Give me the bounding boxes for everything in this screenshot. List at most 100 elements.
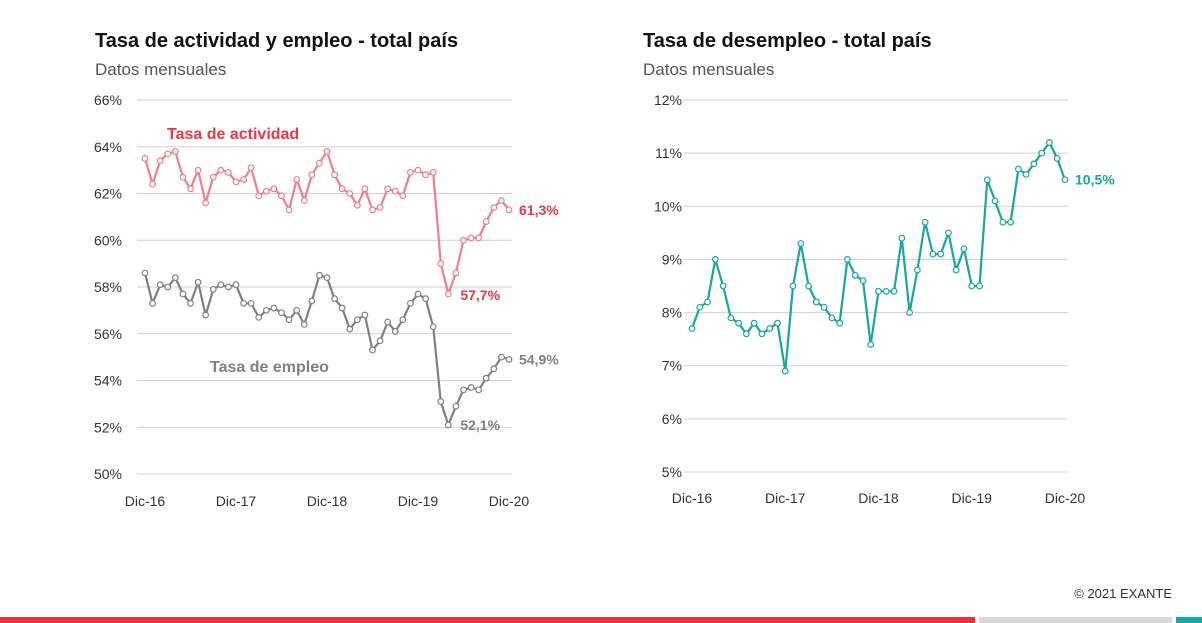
data-point <box>490 365 498 373</box>
data-point <box>262 306 270 314</box>
data-point <box>482 374 490 382</box>
data-point <box>475 234 483 242</box>
data-point <box>490 204 498 211</box>
data-point <box>797 240 805 247</box>
data-point <box>353 316 361 324</box>
data-point <box>960 245 968 253</box>
y-tick-label: 5% <box>662 464 682 480</box>
data-point <box>968 282 976 290</box>
footer-bar-grey <box>979 617 1172 623</box>
data-point <box>859 277 867 285</box>
end-value-label: 54,9% <box>519 351 559 367</box>
data-point <box>482 218 490 225</box>
copyright-notice: © 2021 EXANTE <box>1074 586 1172 601</box>
data-point <box>194 166 202 174</box>
data-point <box>789 282 797 290</box>
data-point <box>323 148 331 155</box>
data-point <box>316 159 323 167</box>
data-point <box>293 306 301 314</box>
x-tick-label: Dic-18 <box>307 493 348 509</box>
data-point <box>750 319 758 327</box>
data-point <box>688 325 696 332</box>
data-point <box>844 256 851 263</box>
y-tick-label: 7% <box>662 358 682 374</box>
data-point <box>983 176 991 184</box>
data-point <box>247 164 255 172</box>
data-point <box>179 290 187 298</box>
data-point <box>391 187 399 195</box>
data-point <box>921 218 929 226</box>
data-point <box>255 313 263 321</box>
data-point <box>696 303 704 311</box>
data-point <box>727 314 735 322</box>
data-point <box>262 187 270 195</box>
chart-title: Tasa de actividad y empleo - total país <box>95 30 459 52</box>
data-point <box>217 281 225 289</box>
data-point <box>467 234 475 242</box>
data-point <box>937 250 945 258</box>
data-point <box>945 229 952 237</box>
chart-title: Tasa de desempleo - total país <box>643 30 932 52</box>
data-point <box>437 398 445 405</box>
data-point <box>781 367 789 375</box>
data-point <box>225 169 232 176</box>
data-point <box>278 309 285 317</box>
y-tick-label: 60% <box>94 232 122 248</box>
data-point <box>194 278 202 286</box>
y-tick-label: 56% <box>94 326 122 342</box>
data-point <box>719 282 727 290</box>
data-point <box>240 176 247 183</box>
data-point <box>867 341 875 348</box>
data-point <box>369 346 376 354</box>
chart-subtitle: Datos mensuales <box>95 60 227 79</box>
data-point <box>820 303 828 311</box>
data-point <box>906 309 913 316</box>
data-point <box>171 148 179 155</box>
data-point <box>913 266 921 274</box>
data-point <box>361 311 369 319</box>
data-point <box>452 269 460 277</box>
data-point <box>774 319 781 327</box>
data-point <box>422 295 429 303</box>
x-tick-label: Dic-20 <box>1045 490 1086 506</box>
data-point <box>505 206 513 214</box>
y-tick-label: 62% <box>94 186 122 202</box>
data-point <box>255 192 263 200</box>
data-point <box>711 256 719 263</box>
y-tick-label: 12% <box>654 92 682 108</box>
data-point <box>232 178 240 186</box>
data-point <box>270 185 278 193</box>
data-point <box>828 314 836 322</box>
series-name-label: Tasa de empleo <box>210 359 329 376</box>
data-point <box>407 299 414 307</box>
x-tick-label: Dic-19 <box>952 490 993 506</box>
data-point <box>1046 139 1053 146</box>
data-point <box>187 299 194 307</box>
data-point <box>202 199 210 207</box>
data-point <box>890 287 898 295</box>
x-tick-label: Dic-19 <box>398 493 439 509</box>
data-point <box>460 386 467 394</box>
chart-subtitle: Datos mensuales <box>643 60 775 79</box>
data-point <box>156 157 164 165</box>
data-point <box>187 185 194 193</box>
end-value-label: 10,5% <box>1075 172 1115 188</box>
data-point <box>217 166 225 174</box>
data-point <box>766 325 774 332</box>
data-point <box>164 150 172 158</box>
x-tick-label: Dic-17 <box>765 490 806 506</box>
data-point <box>149 299 156 307</box>
x-tick-label: Dic-16 <box>125 493 166 509</box>
data-point <box>369 206 376 214</box>
data-point <box>444 290 452 298</box>
data-point <box>278 192 285 200</box>
data-point <box>141 155 149 162</box>
data-point <box>704 298 711 306</box>
data-point <box>225 283 232 291</box>
data-point <box>384 318 392 326</box>
end-value-label: 61,3% <box>519 202 559 218</box>
data-point <box>1030 160 1038 168</box>
data-point <box>156 281 164 289</box>
data-point <box>437 260 445 268</box>
x-tick-label: Dic-16 <box>672 490 713 506</box>
